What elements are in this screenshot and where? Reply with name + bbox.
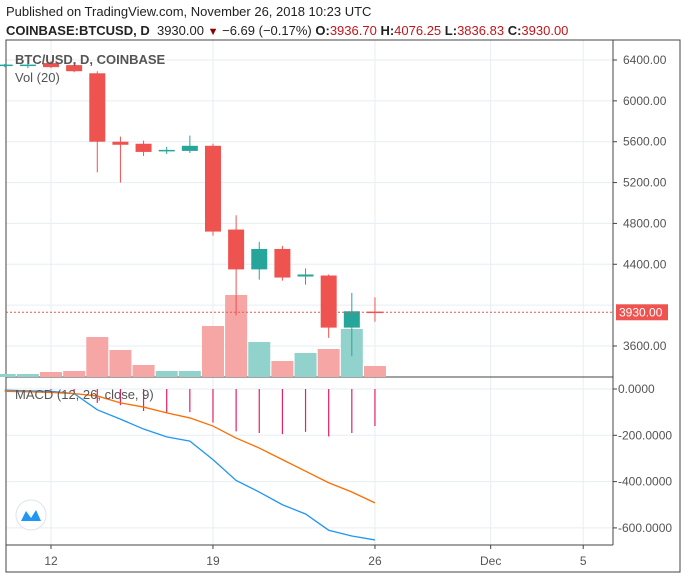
time-tick-label: Dec (480, 554, 501, 568)
volume-bar (86, 337, 109, 377)
candle-body (228, 229, 245, 270)
candle-body (297, 274, 314, 277)
open-label: O: (315, 23, 330, 38)
volume-bar (363, 366, 386, 377)
time-tick-label: 19 (206, 554, 220, 568)
price-tick-label: 6400.00 (623, 53, 667, 67)
close-label: C: (507, 23, 522, 38)
price-tick-label: 4400.00 (623, 257, 667, 271)
volume-bar (248, 342, 271, 377)
time-tick-label: 5 (580, 554, 587, 568)
candle-body (274, 248, 291, 278)
down-triangle-icon: ▼ (207, 26, 219, 38)
symbol-bar: COINBASE:BTCUSD, D 3930.00 ▼ −6.69 (−0.1… (6, 23, 568, 38)
main-legend: BTC/USD, D, COINBASE (15, 52, 166, 67)
macd-tick-label: 0.0000 (618, 382, 655, 396)
volume-bar (132, 365, 155, 377)
volume-bar (317, 349, 340, 377)
close-value: 3930.00 (521, 23, 569, 38)
volume-bar (40, 372, 62, 377)
price-tick-label: 4800.00 (623, 216, 667, 230)
symbol: COINBASE:BTCUSD, D (6, 23, 150, 38)
candle-body (0, 64, 13, 67)
volume-bar (201, 326, 224, 377)
published-note: Published on TradingView.com, November 2… (6, 4, 372, 19)
open-value: 3936.70 (329, 23, 377, 38)
time-tick-label: 12 (44, 554, 58, 568)
tradingview-logo-icon (21, 510, 41, 521)
chart-frame (5, 39, 681, 573)
volume-bar (16, 374, 39, 377)
low-label: L: (444, 23, 458, 38)
candle-body (204, 145, 221, 232)
price-tick-label: 5200.00 (623, 176, 667, 190)
macd-legend: MACD (12, 26, close, 9) (15, 387, 154, 402)
last-price-tag (616, 304, 668, 321)
price-tick-label: 3600.00 (623, 339, 667, 353)
candle-body (112, 141, 129, 145)
low-value: 3836.83 (457, 23, 505, 38)
last-price-label: 3930.00 (619, 305, 663, 319)
macd-tick-label: -600.0000 (618, 521, 672, 535)
candle-body (320, 275, 337, 328)
volume-bar (294, 353, 317, 377)
price-tick-label: 5600.00 (623, 135, 667, 149)
volume-bar (0, 374, 16, 377)
candle-body (43, 63, 59, 68)
volume-bar (63, 371, 86, 377)
high-label: H: (380, 23, 395, 38)
high-value: 4076.25 (394, 23, 442, 38)
candle-body (135, 143, 152, 152)
change: −6.69 (−0.17%) (222, 23, 312, 38)
candle-body (89, 73, 106, 142)
candle-body (158, 149, 175, 152)
price-tick-label: 6000.00 (623, 94, 667, 108)
volume-bar (178, 371, 201, 377)
time-tick-label: 26 (368, 554, 382, 568)
signal-line (4, 390, 376, 504)
macd-tick-label: -200.0000 (618, 428, 672, 442)
volume-bar (225, 295, 248, 377)
candle-body (66, 65, 83, 72)
candle-body (19, 64, 36, 67)
volume-bar (155, 371, 178, 377)
volume-bar (271, 361, 294, 377)
candle-body (251, 248, 268, 270)
volume-bar (109, 350, 132, 377)
candle-body (181, 145, 198, 151)
volume-legend: Vol (20) (15, 70, 60, 85)
candle-body (343, 311, 360, 328)
macd-line (4, 389, 376, 541)
last-price: 3930.00 (156, 23, 204, 38)
tradingview-logo-icon (15, 499, 47, 531)
macd-tick-label: -400.0000 (618, 475, 672, 489)
